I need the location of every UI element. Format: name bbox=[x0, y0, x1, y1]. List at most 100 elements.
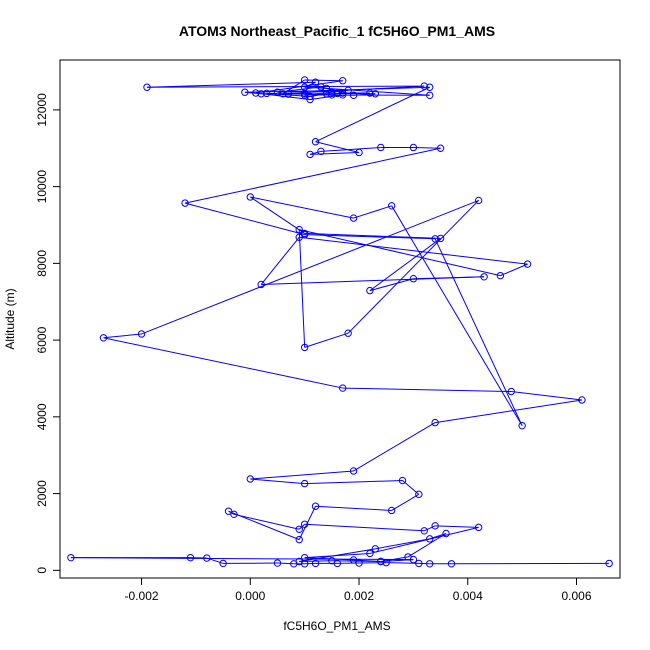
series-segment bbox=[255, 80, 343, 94]
data-point bbox=[295, 225, 303, 234]
data-point bbox=[431, 235, 439, 243]
data-point bbox=[426, 535, 434, 543]
data-point bbox=[518, 421, 526, 430]
series-segment bbox=[146, 85, 425, 88]
x-axis-label: fC5H6O_PM1_AMS bbox=[283, 619, 390, 633]
data-point bbox=[300, 343, 309, 352]
series-segment bbox=[435, 525, 479, 528]
data-point bbox=[409, 275, 418, 283]
series-segment bbox=[304, 332, 349, 348]
data-point bbox=[404, 553, 412, 561]
data-point bbox=[426, 91, 434, 100]
data-point bbox=[426, 560, 434, 568]
data-point bbox=[99, 334, 108, 342]
chart-title: ATOM3 Northeast_Pacific_1 fC5H6O_PM1_AMS bbox=[179, 23, 495, 39]
data-point bbox=[300, 520, 309, 528]
data-point bbox=[67, 553, 75, 562]
series-segment bbox=[103, 333, 142, 339]
series-segment bbox=[304, 234, 436, 240]
data-point bbox=[295, 557, 303, 566]
data-point bbox=[246, 475, 254, 483]
data-point bbox=[371, 90, 380, 98]
data-point bbox=[300, 553, 309, 562]
data-point bbox=[409, 143, 418, 152]
data-point bbox=[219, 559, 227, 568]
series-segment bbox=[315, 86, 430, 143]
series-segment bbox=[304, 79, 343, 82]
series-segment bbox=[260, 236, 300, 285]
series-segment bbox=[369, 238, 441, 292]
data-point bbox=[339, 384, 347, 392]
series-segment bbox=[250, 196, 305, 234]
data-point bbox=[295, 535, 303, 544]
y-tick-label: 8000 bbox=[35, 250, 49, 277]
data-point bbox=[420, 527, 428, 535]
series-segment bbox=[184, 202, 305, 236]
data-point bbox=[317, 147, 325, 156]
data-point bbox=[300, 91, 309, 99]
data-point bbox=[300, 83, 309, 91]
data-point bbox=[203, 554, 211, 562]
data-point bbox=[295, 525, 303, 533]
data-point bbox=[366, 286, 374, 295]
data-point bbox=[306, 95, 314, 104]
series-segment bbox=[369, 278, 414, 292]
data-point bbox=[420, 82, 428, 90]
data-point bbox=[230, 510, 238, 519]
data-point bbox=[371, 545, 380, 553]
data-point bbox=[523, 260, 532, 268]
data-point bbox=[322, 84, 331, 93]
series-segment bbox=[435, 399, 583, 424]
data-point bbox=[311, 559, 320, 568]
data-point bbox=[143, 83, 151, 91]
series-segment bbox=[424, 525, 436, 532]
data-point bbox=[387, 506, 396, 515]
series-segment bbox=[391, 493, 420, 511]
x-tick-label: -0.002 bbox=[125, 589, 159, 603]
y-tick-label: 6000 bbox=[35, 326, 49, 353]
data-point bbox=[387, 202, 396, 210]
data-point bbox=[328, 91, 336, 99]
data-point bbox=[431, 522, 439, 530]
data-point bbox=[339, 91, 347, 99]
series-segment bbox=[304, 552, 370, 559]
y-tick-label: 4000 bbox=[35, 403, 49, 430]
data-point bbox=[377, 557, 385, 566]
data-point bbox=[447, 560, 456, 568]
series-segment bbox=[369, 526, 479, 554]
series-segment bbox=[184, 147, 441, 204]
data-point bbox=[349, 91, 358, 100]
data-point bbox=[344, 329, 352, 337]
series-segment bbox=[434, 238, 523, 426]
data-point bbox=[300, 230, 309, 239]
data-point bbox=[355, 559, 363, 567]
data-point bbox=[262, 89, 271, 98]
x-tick-label: 0.004 bbox=[453, 589, 483, 603]
data-point bbox=[311, 78, 320, 86]
series-segment bbox=[310, 151, 360, 155]
data-point bbox=[241, 88, 249, 96]
series-segment bbox=[413, 146, 441, 149]
data-point bbox=[311, 502, 320, 510]
x-axis: -0.002 0.000 0.002 0.004 0.006 bbox=[125, 577, 592, 603]
series-segment bbox=[250, 478, 305, 485]
series-segment bbox=[347, 200, 479, 334]
data-point bbox=[224, 507, 233, 515]
x-tick-label: 0.000 bbox=[235, 589, 265, 603]
series-segment bbox=[299, 236, 528, 265]
series-segment bbox=[500, 263, 528, 277]
series-layer bbox=[67, 76, 613, 568]
y-tick-label: 0 bbox=[35, 567, 49, 574]
data-point bbox=[415, 559, 423, 568]
data-point bbox=[306, 92, 314, 101]
data-point bbox=[474, 196, 483, 205]
data-point bbox=[480, 273, 488, 281]
series-segment bbox=[511, 391, 583, 401]
data-point bbox=[436, 234, 445, 243]
data-point bbox=[355, 148, 363, 157]
series-segment bbox=[304, 232, 441, 239]
series-segment bbox=[315, 141, 360, 153]
data-point bbox=[496, 271, 505, 280]
series-segment bbox=[320, 146, 381, 152]
